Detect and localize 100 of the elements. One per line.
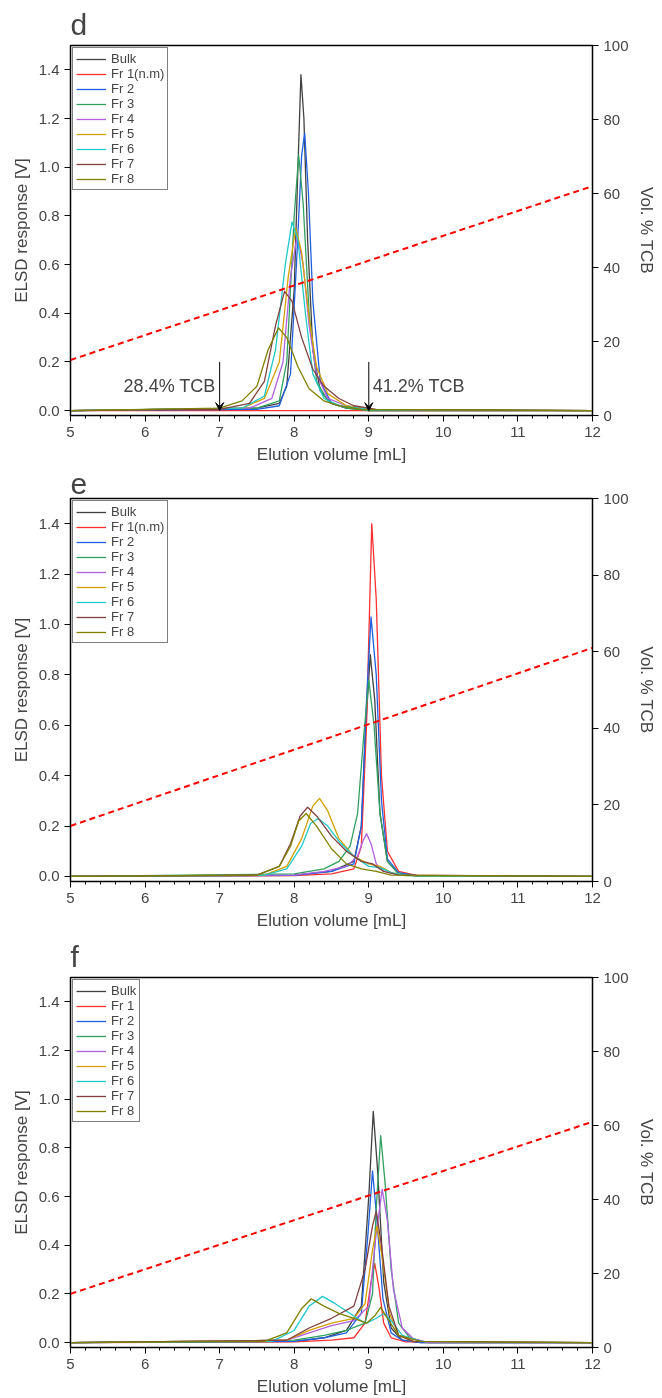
y-tick-label: 1.4	[38, 514, 60, 532]
y2-tick-label: 100	[603, 968, 629, 986]
x-tick-label: 10	[435, 422, 452, 440]
y-tick-label: 0.0	[38, 867, 60, 885]
y-tick-label: 0.6	[38, 1187, 60, 1205]
x-tick-label: 11	[510, 888, 526, 906]
x-tick-label: 10	[435, 888, 452, 906]
legend-label: Fr 1(n.m)	[111, 66, 165, 81]
x-tick-label: 8	[290, 888, 299, 906]
x-tick-label: 5	[66, 1354, 75, 1372]
legend-label: Bulk	[111, 983, 137, 998]
x-tick-label: 5	[66, 888, 75, 906]
x-tick-label: 8	[290, 422, 299, 440]
y-tick-label: 1.4	[38, 992, 60, 1010]
y-tick-label: 0.0	[38, 1333, 60, 1351]
y-axis-title: ELSD response [V]	[11, 617, 31, 763]
y-tick-label: 1.4	[38, 60, 60, 78]
y-tick-label: 0.0	[38, 401, 60, 419]
legend-label: Fr 8	[111, 171, 135, 186]
y-tick-label: 1.0	[38, 1090, 60, 1108]
x-tick-label: 7	[215, 422, 224, 440]
annotation: 41.2% TCB	[372, 376, 465, 397]
y-tick-label: 1.2	[38, 1041, 60, 1059]
x-tick-label: 12	[584, 1354, 601, 1372]
legend-label: Fr 3	[111, 96, 135, 111]
y2-tick-label: 100	[603, 36, 629, 54]
y-tick-label: 0.2	[38, 352, 60, 370]
y2-tick-label: 40	[603, 719, 621, 737]
legend-label: Fr 8	[111, 624, 135, 639]
x-tick-label: 6	[140, 888, 150, 906]
annotation: 28.4% TCB	[123, 376, 216, 397]
y-tick-label: 1.0	[38, 615, 60, 633]
y2-tick-label: 0	[603, 872, 612, 890]
legend-label: Fr 6	[111, 141, 135, 156]
legend-label: Fr 3	[111, 1028, 135, 1043]
y2-axis-title: Vol. % TCB	[636, 1119, 656, 1206]
legend-label: Fr 1(n.m)	[111, 519, 165, 534]
legend-label: Fr 2	[111, 534, 135, 549]
y2-tick-label: 60	[603, 642, 621, 660]
y2-tick-label: 80	[603, 1042, 621, 1060]
x-axis-title: Elution volume [mL]	[256, 1376, 407, 1396]
legend-label: Fr 2	[111, 81, 135, 96]
legend-label: Fr 4	[111, 1043, 135, 1058]
x-tick-label: 7	[215, 888, 224, 906]
y2-tick-label: 20	[603, 795, 621, 813]
y-tick-label: 0.6	[38, 255, 60, 273]
legend-label: Fr 8	[111, 1103, 135, 1118]
x-tick-label: 11	[510, 1354, 526, 1372]
x-tick-label: 8	[290, 1354, 299, 1372]
y-tick-label: 0.4	[38, 304, 60, 322]
x-tick-label: 12	[584, 422, 601, 440]
y-tick-label: 0.8	[38, 1138, 60, 1156]
y-tick-label: 1.2	[38, 565, 60, 583]
x-tick-label: 12	[584, 888, 601, 906]
y2-tick-label: 80	[603, 110, 621, 128]
y2-tick-label: 40	[603, 1190, 621, 1208]
y2-tick-label: 20	[603, 332, 621, 350]
y2-axis-title: Vol. % TCB	[636, 187, 656, 274]
legend-label: Bulk	[111, 51, 137, 66]
y-axis-title: ELSD response [V]	[11, 158, 31, 303]
y-axis-title: ELSD response [V]	[11, 1090, 31, 1235]
y2-tick-label: 80	[603, 566, 621, 584]
y-tick-label: 1.0	[38, 158, 60, 176]
x-tick-label: 11	[510, 422, 526, 440]
y-tick-label: 0.2	[38, 817, 60, 835]
y-tick-label: 0.8	[38, 206, 60, 224]
x-tick-label: 6	[140, 422, 150, 440]
x-tick-label: 9	[364, 422, 373, 440]
chart-title: f	[70, 939, 80, 973]
legend-label: Bulk	[111, 504, 137, 519]
chart-title: d	[70, 7, 88, 41]
legend-label: Fr 6	[111, 594, 135, 609]
legend-label: Fr 6	[111, 1073, 135, 1088]
legend-label: Fr 2	[111, 1013, 135, 1028]
legend-label: Fr 4	[111, 564, 135, 579]
y2-tick-label: 0	[603, 406, 612, 424]
x-axis-title: Elution volume [mL]	[256, 910, 407, 930]
x-tick-label: 6	[140, 1354, 150, 1372]
y2-tick-label: 100	[603, 489, 629, 507]
y-tick-label: 0.4	[38, 1236, 60, 1254]
legend-label: Fr 5	[111, 579, 135, 594]
y-tick-label: 0.6	[38, 716, 60, 734]
y2-tick-label: 20	[603, 1264, 621, 1282]
legend-label: Fr 3	[111, 549, 135, 564]
chart-title: e	[70, 466, 88, 500]
legend-label: Fr 1	[111, 998, 135, 1013]
legend-label: Fr 7	[111, 1088, 135, 1103]
x-axis-title: Elution volume [mL]	[256, 444, 407, 464]
y2-tick-label: 0	[603, 1338, 612, 1356]
y-tick-label: 0.2	[38, 1284, 60, 1302]
x-tick-label: 9	[364, 1354, 373, 1372]
legend-label: Fr 4	[111, 111, 135, 126]
legend-label: Fr 5	[111, 126, 135, 141]
x-tick-label: 9	[364, 888, 373, 906]
y-tick-label: 0.8	[38, 665, 60, 683]
y2-axis-title: Vol. % TCB	[636, 646, 656, 734]
x-tick-label: 7	[215, 1354, 224, 1372]
y2-tick-label: 60	[603, 184, 621, 202]
legend-label: Fr 7	[111, 156, 135, 171]
y-tick-label: 0.4	[38, 766, 60, 784]
